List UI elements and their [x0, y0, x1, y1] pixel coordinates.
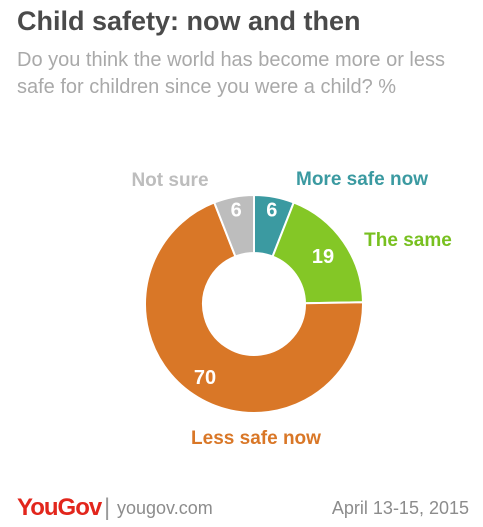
value-label-not-sure: 6	[231, 200, 242, 222]
slice-not-sure	[212, 193, 255, 258]
value-label-more-safe-now: 6	[266, 200, 277, 222]
yougov-logo: YouGov	[17, 494, 102, 521]
donut-chart: 6 More safe now 19 The same 70 Less safe now 6…	[131, 169, 452, 449]
chart-title: Child safety: now and then	[17, 6, 361, 36]
slice-less-safe-now	[144, 201, 364, 414]
chart-subtitle: Do you think the world has become more o…	[17, 49, 445, 98]
category-label-less-safe-now: Less safe now	[191, 428, 321, 449]
category-label-not-sure: Not sure	[131, 170, 208, 191]
footer-date: April 13-15, 2015	[331, 498, 469, 518]
footer-separator: |	[104, 494, 111, 521]
category-label-more-safe-now: More safe now	[296, 169, 428, 190]
value-label-less-safe-now: 70	[194, 367, 216, 389]
category-label-the-same: The same	[364, 230, 452, 251]
footer-website: yougov.com	[117, 498, 213, 518]
value-label-the-same: 19	[312, 246, 334, 268]
